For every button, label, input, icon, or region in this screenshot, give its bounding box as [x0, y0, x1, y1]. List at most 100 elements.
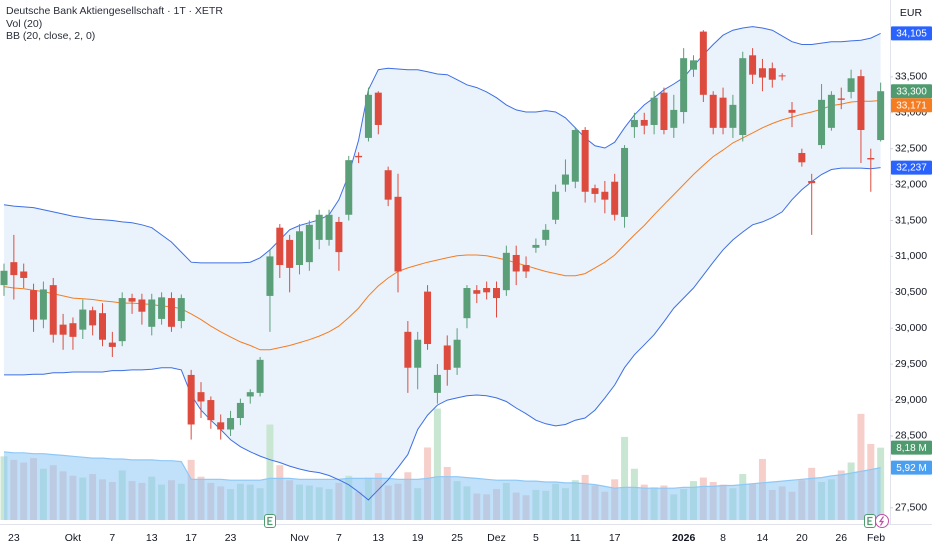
candle-body: [424, 291, 432, 345]
candle-body: [355, 155, 363, 158]
volume-bar: [621, 436, 629, 520]
bands-legend: BB (20, close, 2, 0): [6, 30, 95, 42]
candle-body: [404, 331, 412, 368]
candle-body: [778, 75, 786, 77]
earnings-icon-glyph: [267, 516, 273, 526]
candle-body: [640, 119, 648, 126]
candle-body: [532, 244, 540, 248]
earnings-icon[interactable]: [864, 514, 876, 528]
x-tick-label: 8: [720, 532, 726, 544]
candle-body: [729, 104, 737, 128]
earnings-icon-glyph: [867, 516, 873, 526]
plot-area: [0, 26, 885, 520]
candle-body: [453, 339, 461, 368]
y-tick-label: 29,500: [895, 358, 927, 370]
dividend-icon[interactable]: [875, 514, 889, 528]
candle-body: [217, 422, 225, 430]
x-tick-label: 13: [372, 532, 384, 544]
candle-body: [690, 60, 697, 70]
candle-body: [384, 170, 392, 200]
candle-body: [325, 214, 333, 240]
y-tick-label: 30,000: [895, 322, 927, 334]
candle-body: [798, 152, 806, 163]
candle-body: [236, 402, 244, 419]
price-marker-box: [891, 440, 932, 455]
volume-bar: [877, 447, 885, 520]
candle-body: [167, 298, 175, 327]
x-tick-label: 5: [533, 532, 539, 544]
x-tick-label: 11: [570, 532, 581, 544]
candle-body: [69, 323, 77, 337]
price-marker-box: [891, 26, 932, 41]
candle-body: [177, 298, 185, 322]
candle-body: [30, 290, 38, 320]
price-marker-label: 34,105: [896, 29, 927, 40]
y-tick-label: 30,500: [895, 286, 927, 298]
candle-body: [561, 174, 569, 185]
candle-body: [227, 418, 235, 430]
candle-body: [808, 180, 816, 184]
candle-body: [256, 359, 264, 393]
candle-body: [266, 256, 274, 296]
candle-body: [364, 94, 372, 138]
x-tick-label: 17: [609, 532, 621, 544]
candle-body: [305, 224, 313, 263]
candle-body: [660, 92, 668, 130]
y-tick-label: 32,000: [895, 178, 927, 190]
candle-body: [473, 290, 481, 294]
candle-body: [335, 221, 343, 253]
candle-body: [867, 158, 875, 160]
candle-body: [443, 345, 451, 370]
price-marker-label: 5,92 M: [896, 463, 927, 474]
price-marker-box: [891, 98, 932, 113]
y-tick-label: 29,000: [895, 394, 927, 406]
candle-body: [788, 109, 796, 113]
x-tick-label: Dez: [487, 532, 506, 544]
candle-body: [296, 231, 303, 266]
x-tick-label: 14: [757, 532, 769, 544]
y-tick-label: 33,500: [895, 71, 927, 83]
candle-body: [0, 270, 8, 286]
candle-body: [847, 78, 855, 92]
price-marker: 5,92 M: [891, 460, 932, 475]
x-tick-label: 19: [412, 532, 424, 544]
x-tick-label: 25: [451, 532, 463, 544]
candle-body: [89, 310, 97, 326]
x-tick-label: 2026: [672, 532, 696, 544]
x-tick-label: Nov: [290, 532, 309, 544]
axes: 27,500 28,500 29,000 29,500 30,000 30,500 31,0…: [8, 26, 932, 544]
candle-body: [99, 313, 106, 340]
x-tick-label: 7: [336, 532, 342, 544]
candle-body: [670, 109, 678, 128]
candle-body: [493, 288, 500, 299]
price-marker: 33,171: [891, 98, 932, 113]
currency-label: EUR: [900, 7, 923, 19]
candle-body: [207, 400, 215, 421]
candle-body: [768, 68, 776, 80]
candle-body: [246, 392, 254, 397]
candle-body: [394, 196, 402, 272]
y-tick-label: 28,500: [895, 430, 927, 442]
candle-body: [739, 58, 747, 136]
price-marker: 8,18 M: [891, 440, 932, 455]
candle-body: [187, 374, 195, 425]
candle-body: [286, 239, 294, 268]
x-tick-label: 17: [185, 532, 197, 544]
y-tick-label: 31,000: [895, 250, 927, 262]
price-marker-label: 33,300: [896, 86, 927, 97]
volume-legend: Vol (20): [6, 18, 42, 30]
earnings-icon[interactable]: [264, 514, 276, 528]
candle-body: [158, 297, 166, 319]
y-tick-label: 27,500: [895, 502, 927, 514]
price-marker-label: 32,237: [896, 163, 927, 174]
volume-ma-line: [3, 451, 881, 489]
volume-ma-area: [4, 451, 881, 520]
x-tick-label: 7: [109, 532, 115, 544]
price-marker: 33,300: [891, 84, 932, 99]
candle-body: [79, 309, 87, 330]
candle-body: [148, 299, 156, 327]
candle-body: [276, 227, 284, 266]
